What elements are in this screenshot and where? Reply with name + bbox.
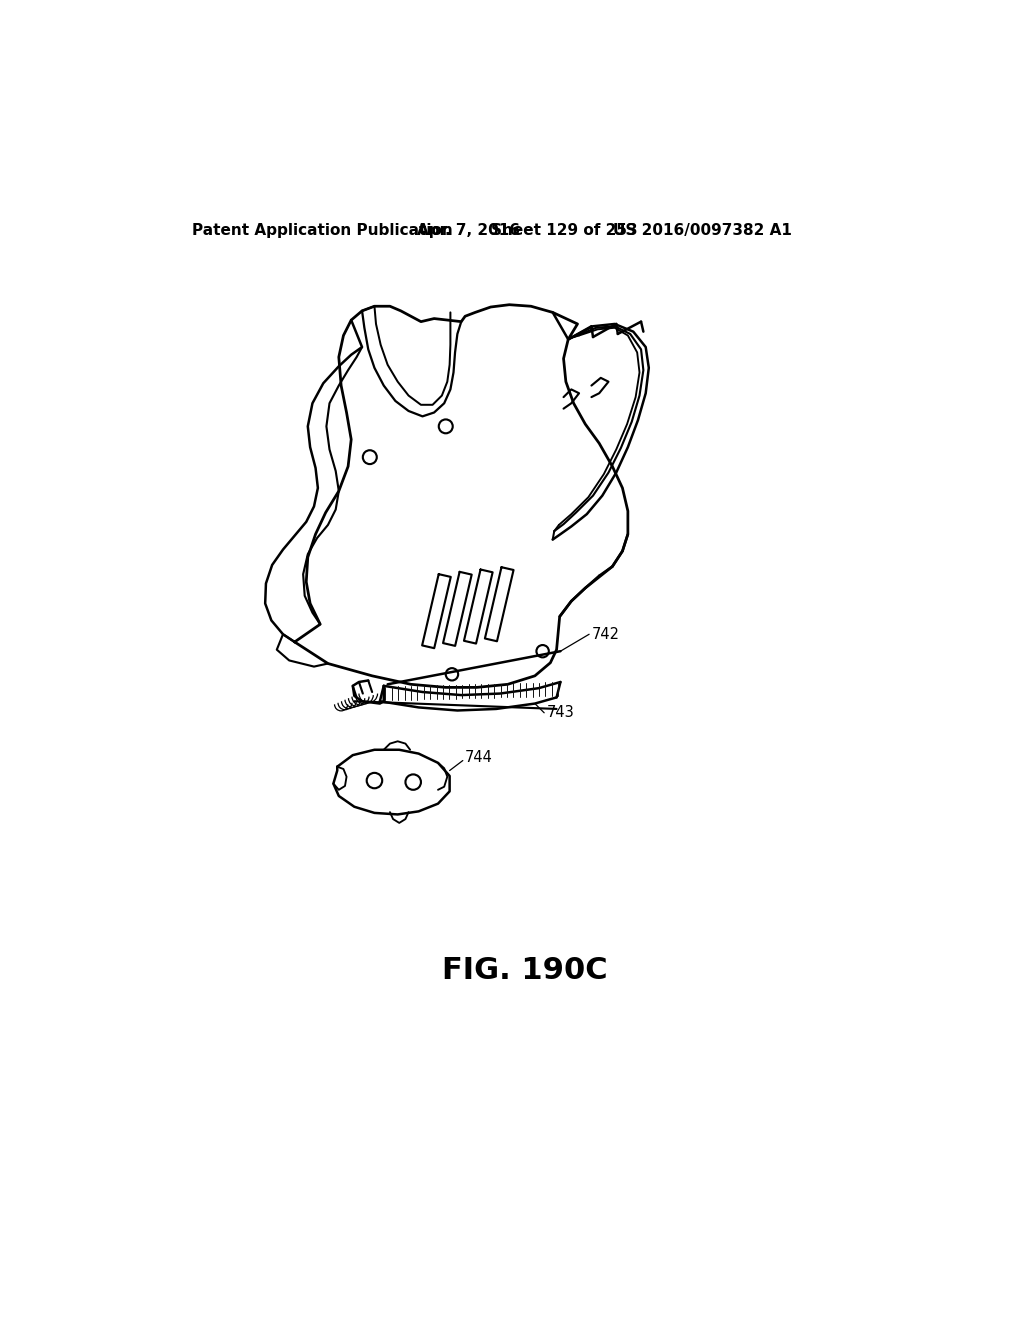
Text: 742: 742 [592,627,620,642]
Text: 744: 744 [465,750,493,766]
Text: Apr. 7, 2016: Apr. 7, 2016 [417,223,520,238]
Text: US 2016/0097382 A1: US 2016/0097382 A1 [613,223,792,238]
Text: FIG. 190C: FIG. 190C [442,956,607,985]
Text: 743: 743 [547,705,574,721]
Text: Patent Application Publication: Patent Application Publication [191,223,453,238]
Text: Sheet 129 of 253: Sheet 129 of 253 [490,223,637,238]
